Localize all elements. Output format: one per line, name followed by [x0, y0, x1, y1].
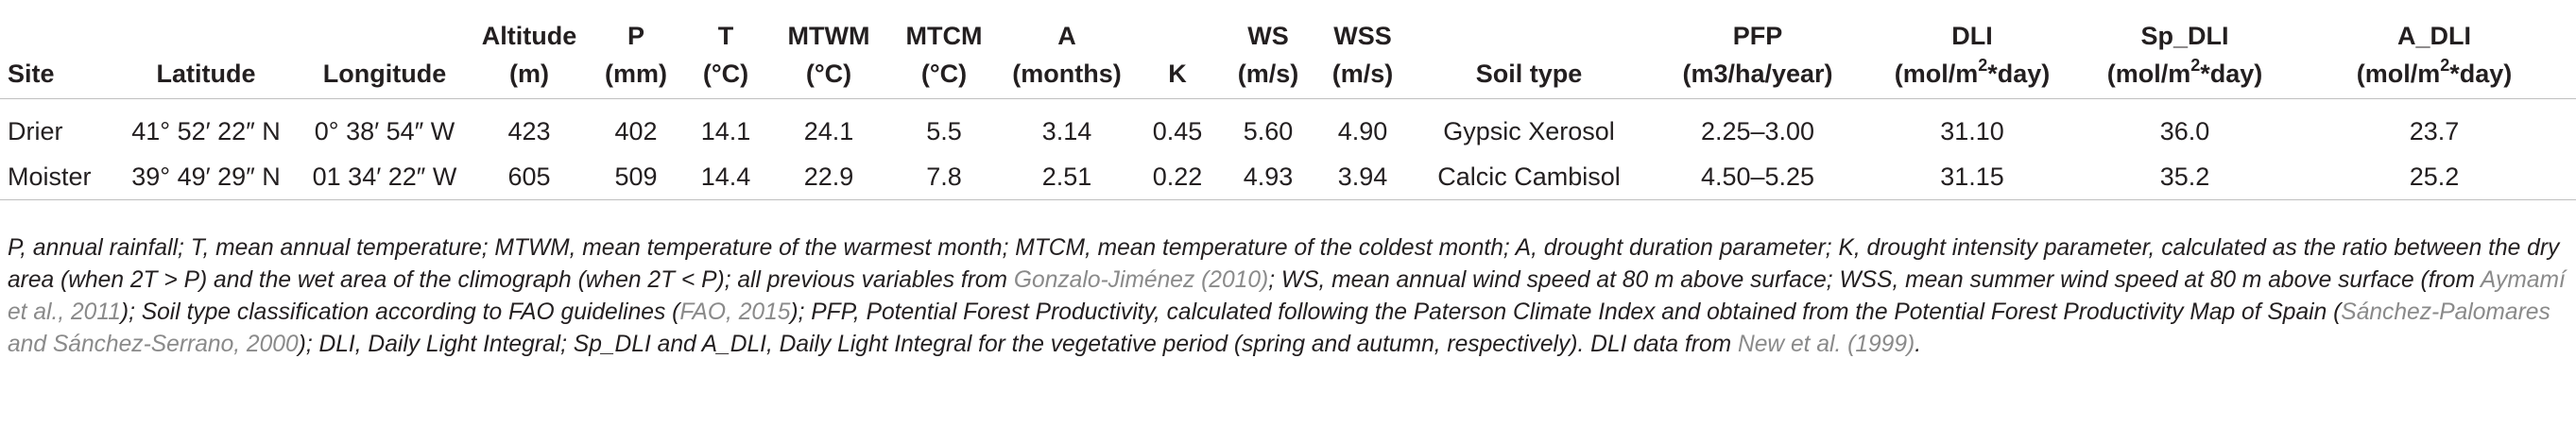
col-header-t: T (°C): [702, 22, 749, 88]
col-header-sp-dli: Sp_DLI (mol/m2*day): [2106, 22, 2263, 88]
table-footnote: P, annual rainfall; T, mean annual tempe…: [8, 232, 2568, 361]
col-header-a-dli: A_DLI (mol/m2*day): [2356, 22, 2513, 88]
citation-link[interactable]: Sánchez-Palomares and Sánchez-Serrano, 2…: [8, 299, 2550, 357]
cell-t: 14.4: [700, 162, 751, 191]
footnote-text: ); DLI, Daily Light Integral; Sp_DLI and…: [298, 332, 1738, 357]
footnote-text: P, annual rainfall; T, mean annual tempe…: [8, 235, 2560, 293]
cell-latitude: 41° 52′ 22″ N: [131, 117, 281, 145]
citation-link[interactable]: Gonzalo-Jiménez (2010): [1013, 267, 1269, 293]
cell-pfp: 4.50–5.25: [1700, 162, 1815, 191]
col-header-pfp: PFP (m3/ha/year): [1682, 22, 1833, 88]
table-row: Drier 41° 52′ 22″ N 0° 38′ 54″ W 423 402…: [0, 99, 2576, 155]
cell-a: 2.51: [1041, 162, 1092, 191]
cell-latitude: 39° 49′ 29″ N: [131, 162, 281, 191]
citation-link[interactable]: New et al. (1999): [1737, 332, 1915, 357]
cell-dli: 31.15: [1940, 162, 2004, 191]
footnote-text: ); PFP, Potential Forest Productivity, c…: [790, 299, 2342, 325]
col-header-altitude: Altitude (m): [481, 22, 577, 88]
cell-site: Drier: [8, 117, 63, 145]
cell-p: 402: [614, 117, 658, 145]
cell-sp-dli: 35.2: [2159, 162, 2210, 191]
col-header-longitude: Longitude: [322, 60, 447, 88]
header-row: Site Latitude Longitude Altitude (m) P (mm…: [0, 17, 2576, 99]
footnote-text: .: [1915, 332, 1922, 357]
cell-a: 3.14: [1041, 117, 1092, 145]
col-header-ws: WS (m/s): [1237, 22, 1299, 88]
cell-mtwm: 24.1: [803, 117, 854, 145]
table-row: Moister 39° 49′ 29″ N 01 34′ 22″ W 605 5…: [0, 154, 2576, 200]
col-header-k: K: [1168, 60, 1187, 88]
cell-k: 0.45: [1152, 117, 1203, 145]
cell-k: 0.22: [1152, 162, 1203, 191]
col-header-site: Site: [8, 60, 55, 88]
cell-longitude: 0° 38′ 54″ W: [314, 117, 455, 145]
col-header-a: A (months): [1012, 22, 1122, 88]
footnote-text: ; WS, mean annual wind speed at 80 m abo…: [1268, 267, 2481, 293]
cell-mtwm: 22.9: [803, 162, 854, 191]
cell-altitude: 605: [507, 162, 551, 191]
cell-wss: 4.90: [1337, 117, 1388, 145]
col-header-p: P (mm): [605, 22, 667, 88]
citation-link[interactable]: Aymamí et al., 2011: [8, 267, 2566, 325]
cell-soil-type: Calcic Cambisol: [1437, 162, 1621, 191]
cell-wss: 3.94: [1337, 162, 1388, 191]
col-header-wss: WSS (m/s): [1331, 22, 1394, 88]
cell-a-dli: 25.2: [2409, 162, 2460, 191]
cell-pfp: 2.25–3.00: [1700, 117, 1815, 145]
cell-p: 509: [614, 162, 658, 191]
cell-soil-type: Gypsic Xerosol: [1443, 117, 1615, 145]
cell-ws: 4.93: [1243, 162, 1294, 191]
cell-dli: 31.10: [1940, 117, 2004, 145]
cell-ws: 5.60: [1243, 117, 1294, 145]
cell-a-dli: 23.7: [2409, 117, 2460, 145]
col-header-dli: DLI (mol/m2*day): [1894, 22, 2051, 88]
col-header-mtwm: MTWM (°C): [787, 22, 870, 88]
cell-altitude: 423: [507, 117, 551, 145]
cell-longitude: 01 34′ 22″ W: [312, 162, 457, 191]
col-header-mtcm: MTCM (°C): [905, 22, 983, 88]
cell-t: 14.1: [700, 117, 751, 145]
col-header-soil-type: Soil type: [1475, 60, 1583, 88]
climate-table: Site Latitude Longitude Altitude (m) P (mm…: [0, 17, 2576, 200]
cell-sp-dli: 36.0: [2159, 117, 2210, 145]
footnote-text: ); Soil type classification according to…: [120, 299, 680, 325]
cell-mtcm: 7.8: [926, 162, 962, 191]
citation-link[interactable]: FAO, 2015: [679, 299, 791, 325]
cell-mtcm: 5.5: [926, 117, 962, 145]
col-header-latitude: Latitude: [156, 60, 256, 88]
cell-site: Moister: [8, 162, 92, 191]
